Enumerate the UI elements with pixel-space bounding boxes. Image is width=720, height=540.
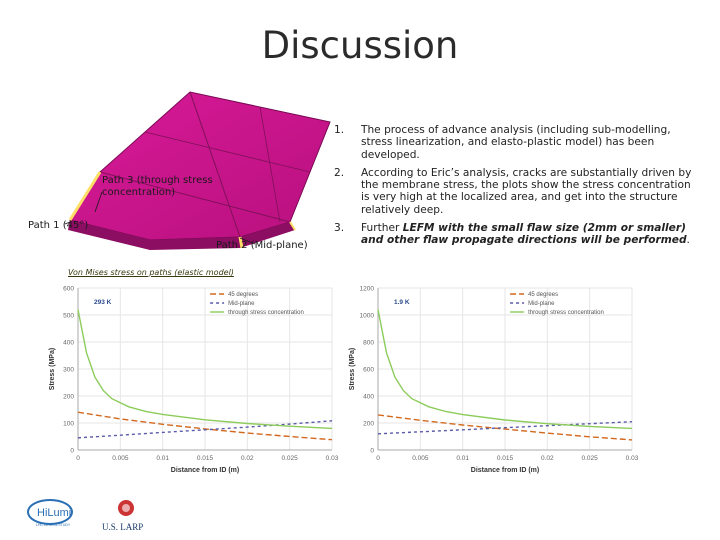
y-tick-label: 300 [63, 367, 74, 374]
footer-logos: HiLumi LHC DESIGN STUDY U.S. LARP [27, 499, 143, 532]
bullet-number: 2. [334, 166, 345, 179]
x-tick-label: 0.015 [197, 455, 214, 462]
hilumi-logo-text: HiLumi [37, 507, 71, 519]
x-tick-label: 0.005 [112, 455, 129, 462]
y-tick-label: 200 [63, 394, 74, 401]
y-tick-label: 400 [63, 340, 74, 347]
y-axis-label: Stress (MPa) [349, 348, 356, 390]
y-tick-label: 100 [63, 421, 74, 428]
y-tick-label: 800 [363, 340, 374, 347]
x-tick-label: 0.01 [456, 455, 469, 462]
legend-label: through stress concentration [228, 310, 304, 316]
larp-logo-text: U.S. LARP [102, 522, 143, 532]
x-tick-label: 0.025 [282, 455, 299, 462]
y-tick-label: 1000 [360, 313, 375, 320]
bullet-item-3: 3. Further LEFM with the small flaw size… [334, 222, 694, 247]
y-tick-label: 1200 [360, 286, 375, 293]
y-tick-label: 600 [63, 286, 74, 293]
path2-label: Path 2 (Mid-plane) [216, 240, 308, 251]
x-tick-label: 0.025 [582, 455, 599, 462]
x-tick-label: 0.03 [326, 455, 339, 462]
x-axis-label: Distance from ID (m) [471, 467, 539, 474]
x-tick-label: 0 [76, 455, 80, 462]
x-axis-label: Distance from ID (m) [171, 467, 239, 474]
bullet-text: The process of advance analysis (includi… [361, 124, 671, 161]
hilumi-logo-ring [27, 499, 73, 525]
x-tick-label: 0.005 [412, 455, 429, 462]
y-tick-label: 0 [70, 448, 74, 455]
fem-model-image [64, 91, 331, 250]
series-line [77, 420, 333, 439]
path1-label: Path 1 (45°) [28, 220, 89, 231]
bullet-text-end: . [686, 234, 690, 247]
y-tick-label: 500 [63, 313, 74, 320]
bullet-number: 1. [334, 124, 345, 136]
x-tick-label: 0.01 [156, 455, 169, 462]
bullet-text: According to Eric’s analysis, cracks are… [361, 166, 692, 216]
x-tick-label: 0.02 [541, 455, 554, 462]
chart-caption: Von Mises stress on paths (elastic model… [68, 268, 234, 277]
legend-label: 45 degrees [228, 292, 258, 298]
x-tick-label: 0.02 [241, 455, 254, 462]
legend-label: 45 degrees [528, 292, 558, 298]
x-tick-label: 0 [376, 455, 380, 462]
series-line [377, 309, 633, 430]
series-line [377, 421, 633, 435]
hilumi-logo-subtext: LHC DESIGN STUDY [36, 523, 71, 527]
bullet-item-2: 2. According to Eric’s analysis, cracks … [334, 167, 694, 216]
stress-chart-293k: 0 100 200 300 400 500 600 0 0.005 0.01 0.015 0.02 0.… [49, 286, 339, 475]
temperature-annotation: 1.9 K [394, 299, 410, 306]
legend-label: Mid-plane [528, 301, 555, 307]
bullet-text: Further [361, 222, 403, 235]
y-tick-label: 400 [363, 394, 374, 401]
y-axis-label: Stress (MPa) [49, 348, 56, 390]
y-tick-label: 0 [370, 448, 374, 455]
temperature-annotation: 293 K [94, 299, 112, 306]
x-tick-label: 0.03 [626, 455, 639, 462]
bullet-emphasis: LEFM with the small flaw size (2mm or sm… [361, 222, 687, 247]
legend-label: through stress concentration [528, 310, 604, 316]
x-tick-label: 0.015 [497, 455, 514, 462]
y-tick-label: 600 [363, 367, 374, 374]
slide-title: Discussion [261, 24, 459, 67]
legend-label: Mid-plane [228, 301, 255, 307]
stress-chart-1-9k: 0 200 400 600 800 1000 1200 0 0.005 0.01 0.015 0.02… [349, 286, 639, 475]
series-line [377, 414, 633, 441]
bullet-item-1: 1. The process of advance analysis (incl… [334, 124, 694, 161]
path3-label: Path 3 (through stress concentration) [102, 175, 213, 198]
bullet-number: 3. [334, 222, 345, 235]
series-line [77, 411, 333, 441]
series-line [77, 309, 333, 430]
y-tick-label: 200 [363, 421, 374, 428]
bullet-list: 1. The process of advance analysis (incl… [334, 124, 694, 253]
